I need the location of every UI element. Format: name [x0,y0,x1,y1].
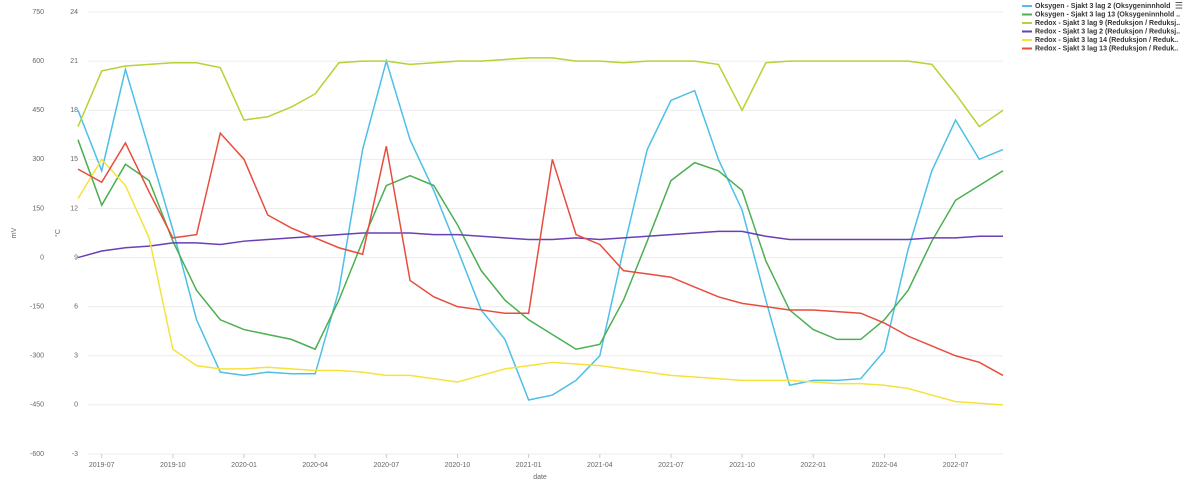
y-tick-label: -150 [30,304,44,311]
y-tick-label: 150 [32,205,44,212]
y2-tick-label: 18 [70,107,78,114]
x-axis-label: date [533,474,547,480]
legend-label: Redox - Sjakt 3 lag 13 (Reduksjon / Redu… [1035,45,1178,52]
y2-axis-label: °C [54,229,62,237]
y-tick-label: -600 [30,451,44,458]
y2-tick-label: 21 [70,58,78,65]
y2-tick-label: 3 [74,353,78,360]
x-tick-label: 2022-07 [943,462,969,469]
x-tick-label: 2020-07 [373,462,399,469]
y-tick-label: 0 [40,254,44,261]
x-tick-label: 2022-01 [800,462,826,469]
series-line [77,158,1004,406]
legend-label: Redox - Sjakt 3 lag 9 (Reduksjon / Reduk… [1035,20,1180,27]
y2-tick-label: 24 [70,9,78,16]
x-tick-label: 2020-04 [302,462,328,469]
legend-label: Redox - Sjakt 3 lag 14 (Reduksjon / Redu… [1035,37,1178,44]
y-tick-label: -300 [30,353,44,360]
x-tick-label: 2019-10 [160,462,186,469]
x-tick-label: 2021-10 [729,462,755,469]
series-line [77,139,1004,351]
legend-label: Redox - Sjakt 3 lag 2 (Reduksjon / Reduk… [1035,28,1180,35]
y2-tick-label: 12 [70,205,78,212]
legend-label: Oksygen - Sjakt 3 lag 13 (Oksygeninnhold… [1035,11,1180,18]
y2-tick-label: 15 [70,156,78,163]
legend-menu-icon[interactable]: ☰ [1175,0,1183,10]
y-tick-label: -450 [30,402,44,409]
y-tick-label: 300 [32,156,44,163]
y-tick-label: 750 [32,9,44,16]
x-tick-label: 2020-10 [445,462,471,469]
y-axis-label: mV [11,227,18,238]
x-tick-label: 2021-01 [516,462,542,469]
legend: Oksygen - Sjakt 3 lag 2 (OksygeninnholdO… [1022,3,1180,52]
legend-label: Oksygen - Sjakt 3 lag 2 (Oksygeninnhold [1035,3,1170,10]
series-line [77,131,1004,377]
series-line [77,57,1004,128]
y2-tick-label: 0 [74,402,78,409]
y-tick-label: 600 [32,58,44,65]
y2-tick-label: 6 [74,304,78,311]
x-tick-label: 2021-04 [587,462,613,469]
y2-tick-label: 9 [74,254,78,261]
y-tick-label: 450 [32,107,44,114]
x-tick-label: 2020-01 [231,462,257,469]
x-tick-label: 2022-04 [872,462,898,469]
x-tick-label: 2019-07 [89,462,115,469]
x-tick-label: 2021-07 [658,462,684,469]
y2-tick-label: -3 [72,451,78,458]
series-line [77,58,1004,401]
